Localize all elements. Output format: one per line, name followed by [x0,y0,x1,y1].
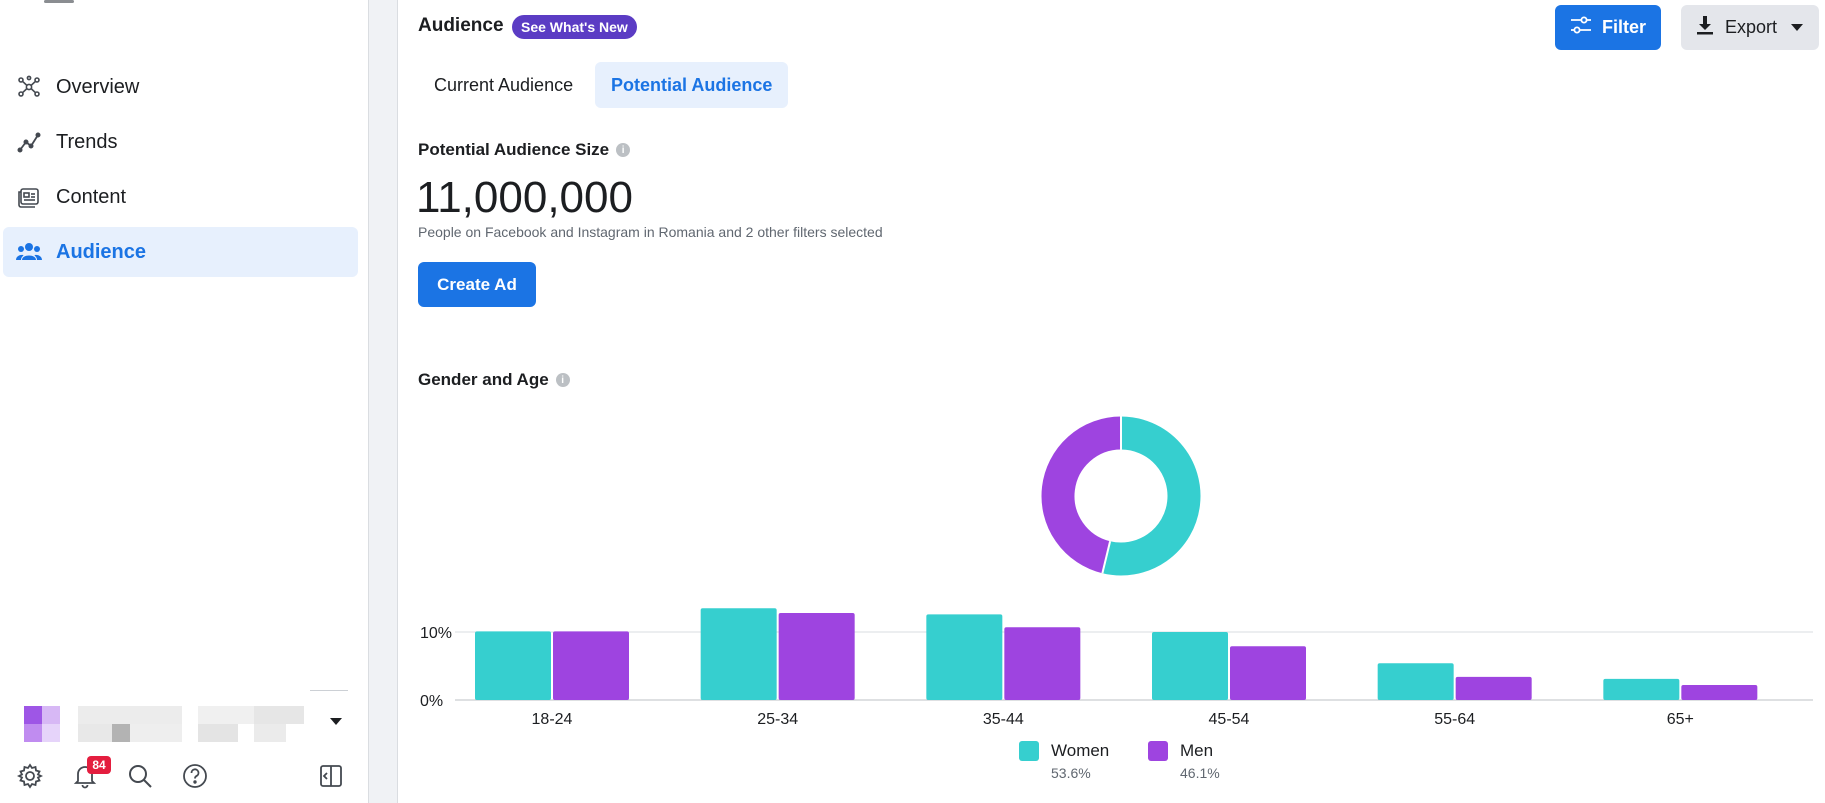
create-ad-button[interactable]: Create Ad [418,262,536,307]
search-icon [127,763,153,794]
gender-age-title: Gender and Age [418,370,549,389]
sidebar-item-label: Trends [56,130,118,153]
gender-donut-chart [1041,416,1201,576]
sidebar-top-stub [44,0,74,3]
filter-icon [1570,15,1592,40]
bar-men-18-24[interactable] [553,631,629,700]
donut-separator [1101,540,1112,574]
legend-label: Men [1180,741,1214,760]
legend-swatch-women [1019,741,1039,761]
trends-icon [16,129,42,155]
sidebar-item-trends[interactable]: Trends [3,117,358,167]
x-tick-label: 45-54 [1209,711,1250,728]
bar-women-55-64[interactable] [1377,663,1454,700]
sidebar-divider [368,0,398,803]
account-name-redacted[interactable] [78,706,308,742]
audience-size-heading: Potential Audience Size i [418,140,631,160]
age-bar-chart: 0% 10% 18-24 25-34 35-44 45-54 55-64 65+ [420,608,1813,728]
sidebar-item-label: Overview [56,75,140,98]
bar-women-18-24[interactable] [475,631,551,700]
info-icon[interactable]: i [555,373,570,387]
export-label: Export [1725,17,1778,37]
chart-legend: Women 53.6% Men 46.1% [1019,741,1279,786]
x-tick-label: 18-24 [532,711,573,728]
notifications-button[interactable]: 84 [65,756,111,798]
page-title: Audience [418,15,504,36]
audience-size-description: People on Facebook and Instagram in Roma… [418,224,883,240]
y-tick-label: 10% [420,625,452,642]
gear-icon [16,762,44,794]
x-tick-label: 55-64 [1434,711,1475,728]
sidebar-item-label: Content [56,185,127,208]
help-button[interactable] [175,758,215,798]
sidebar-item-audience[interactable]: Audience [3,227,358,277]
main-content: Audience See What's New Filter Export [398,0,1825,803]
legend-percent: 53.6% [1051,765,1091,781]
settings-button[interactable] [10,758,50,798]
bar-men-35-44[interactable] [1004,627,1081,700]
info-icon[interactable]: i [616,143,631,157]
bar-women-45-54[interactable] [1152,632,1228,700]
bar-women-65+[interactable] [1603,678,1680,700]
gender-age-heading: Gender and Age i [418,370,570,390]
filter-button[interactable]: Filter [1555,5,1661,50]
content-icon [16,184,42,210]
bar-men-25-34[interactable] [778,612,855,700]
help-icon [182,763,208,794]
audience-icon [16,239,42,265]
audience-size-value: 11,000,000 [416,173,633,222]
tab-current-audience[interactable]: Current Audience [434,74,574,95]
bar-men-55-64[interactable] [1455,676,1532,700]
search-button[interactable] [120,758,160,798]
chevron-down-icon [1791,24,1804,31]
whats-new-badge[interactable]: See What's New [512,15,637,39]
sidebar-toggle-icon [319,764,343,793]
legend-item-men[interactable]: Men 46.1% [1148,741,1220,781]
sidebar-footer: 84 [0,756,368,798]
collapse-sidebar-button[interactable] [311,758,351,798]
x-tick-label: 65+ [1667,711,1694,728]
audience-size-title: Potential Audience Size [418,140,610,159]
filter-label: Filter [1601,17,1646,37]
donut-slice-women[interactable] [1102,416,1201,576]
sidebar-item-overview[interactable]: Overview [3,62,358,112]
chevron-down-icon[interactable] [330,718,342,725]
avatar[interactable] [24,706,60,742]
sidebar-item-label: Audience [56,240,147,263]
legend-label: Women [1051,741,1110,760]
overview-icon [16,74,42,100]
x-tick-label: 25-34 [757,711,798,728]
bar-men-65+[interactable] [1681,685,1758,700]
donut-slice-men[interactable] [1041,416,1122,574]
export-button[interactable]: Export [1681,5,1819,50]
sidebar-item-content[interactable]: Content [3,172,358,222]
notification-count-badge: 84 [87,756,111,774]
legend-percent: 46.1% [1180,765,1220,781]
divider [310,690,348,691]
bar-women-35-44[interactable] [926,614,1003,700]
legend-swatch-men [1148,741,1168,761]
bar-women-25-34[interactable] [700,608,777,700]
y-tick-label: 0% [420,693,443,710]
legend-item-women[interactable]: Women 53.6% [1019,741,1109,781]
bar-men-45-54[interactable] [1230,646,1306,700]
tab-potential-audience[interactable]: Potential Audience [595,62,789,108]
x-tick-label: 35-44 [983,711,1024,728]
sidebar: Overview Trends [0,0,368,803]
download-icon [1695,15,1715,40]
